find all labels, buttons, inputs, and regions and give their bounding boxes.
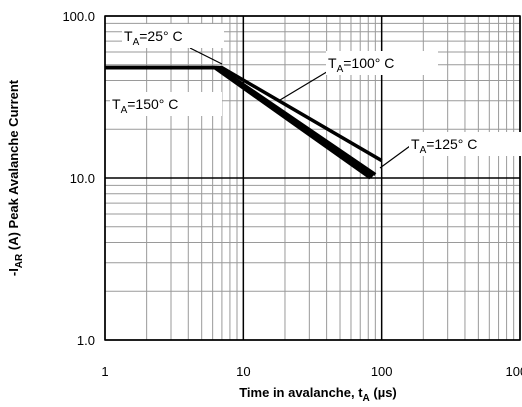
annotation-label-rest: =25° C [139, 28, 182, 44]
annotation-label-main: T [411, 136, 420, 152]
annotation-leader-1 [279, 69, 331, 101]
annotation-label-sub: A [420, 145, 427, 156]
annotation-label-rest: =150° C [127, 96, 178, 112]
annotation-box-2 [409, 132, 521, 156]
y-tick-label: 1.0 [77, 333, 95, 348]
major-grid [104, 15, 521, 341]
annotation-label-2: TA=125° C [411, 136, 477, 156]
annotation-box-0 [122, 24, 224, 48]
annotation-box-1 [326, 51, 438, 75]
annotation-box-3 [110, 92, 222, 116]
x-tick-label: 10 [236, 364, 250, 379]
tick-labels: 1 10 100 1000 1.0 10.0 100.0 [62, 9, 522, 379]
annotation-label-0: TA=25° C [124, 28, 183, 48]
x-tick-label: 1 [101, 364, 108, 379]
y-tick-label: 100.0 [62, 9, 95, 24]
annotation-label-main: T [124, 28, 133, 44]
annotation-label-main: T [328, 55, 337, 71]
annotation-label-sub: A [133, 37, 140, 48]
series-layer [105, 65, 383, 180]
x-axis-label: Time in avalanche, tA (µs) [239, 385, 397, 404]
annotation-leader-0 [189, 47, 223, 65]
x-tick-label: 1000 [506, 364, 522, 379]
annotation-label-1: TA=100° C [328, 55, 394, 75]
annotation-label-sub: A [337, 64, 344, 75]
annotation-label-sub: A [121, 105, 128, 116]
annotations: TA=25° CTA=100° CTA=125° CTA=150° C [110, 24, 521, 169]
y-tick-label: 10.0 [70, 171, 95, 186]
annotation-label-main: T [112, 96, 121, 112]
plot-frame [104, 15, 521, 341]
series-line-3 [105, 65, 372, 180]
y-axis-label: -IAR (A) Peak Avalanche Current [6, 79, 25, 276]
annotation-label-3: TA=150° C [112, 96, 178, 116]
annotation-label-rest: =100° C [343, 55, 394, 71]
x-tick-label: 100 [371, 364, 393, 379]
annotation-leader-2 [379, 145, 411, 169]
annotation-label-rest: =125° C [426, 136, 477, 152]
